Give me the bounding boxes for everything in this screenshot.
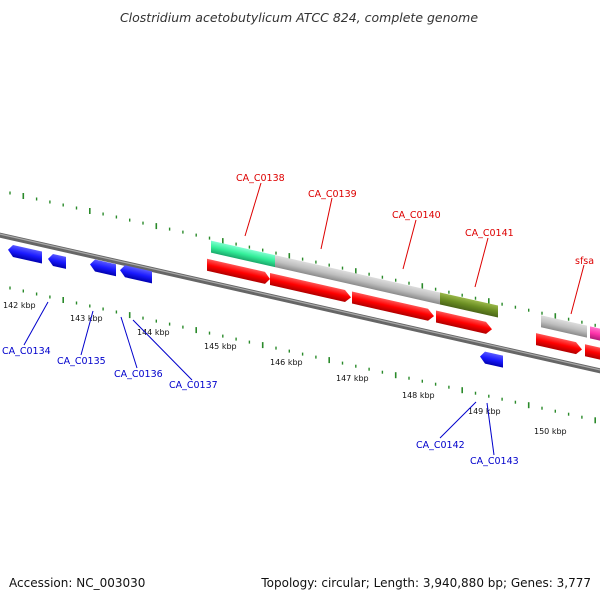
genome-backbone: [0, 232, 600, 374]
kbp-label-149: 149 kbp: [468, 407, 501, 416]
gene-pink-block[interactable]: [590, 326, 600, 342]
gene-arrow-red-4[interactable]: [436, 310, 492, 336]
gene-CA_C0140-block[interactable]: [357, 273, 440, 305]
map-title: Clostridium acetobutylicum ATCC 824, com…: [120, 10, 478, 25]
kbp-label-143: 143 kbp: [70, 314, 103, 323]
gene-label-CA_C0136[interactable]: CA_C0136: [114, 369, 163, 380]
upper-gene-labels: [244, 182, 585, 315]
gene-track-reverse: [8, 244, 503, 368]
gene-label-CA_C0135[interactable]: CA_C0135: [57, 356, 106, 367]
gene-CA_C0138-block[interactable]: [211, 240, 275, 268]
gene-arrow-blue-3[interactable]: [90, 258, 116, 277]
leader-line-CA_C0142: [439, 401, 477, 439]
gene-label-CA_C0137[interactable]: CA_C0137: [169, 380, 218, 391]
gene-arrow-blue-1[interactable]: [8, 244, 42, 264]
gene-CA_C0141-block[interactable]: [440, 292, 498, 318]
gene-arrow-blue-4[interactable]: [120, 264, 152, 284]
lower-gene-label-text: CA_C0134 CA_C0135 CA_C0136 CA_C0137 CA_C…: [2, 346, 519, 467]
kbp-label-150: 150 kbp: [534, 427, 567, 436]
lower-gene-labels: [23, 301, 495, 456]
gene-track-forward: [211, 240, 600, 342]
gene-arrow-red-5[interactable]: [536, 333, 582, 355]
gene-arrow-blue-2[interactable]: [48, 253, 66, 269]
gene-track-red: [207, 258, 600, 361]
gene-label-CA_C0138[interactable]: CA_C0138: [236, 173, 285, 184]
leader-line-CA_C0135: [80, 310, 94, 356]
upper-tick-row: [9, 191, 596, 327]
gene-arrow-red-2[interactable]: [270, 273, 351, 303]
lower-tick-row: [9, 286, 597, 424]
leader-line-sfsa: [570, 264, 585, 315]
gene-label-CA_C0134[interactable]: CA_C0134: [2, 346, 51, 357]
gene-arrow-blue-5[interactable]: [480, 350, 503, 368]
leader-line-CA_C0143: [486, 402, 495, 456]
leader-line-CA_C0141: [474, 237, 489, 288]
leader-line-CA_C0139: [320, 197, 333, 250]
leader-line-CA_C0137: [132, 319, 193, 381]
gene-CA_C0139-block[interactable]: [275, 255, 357, 286]
gene-arrow-red-1[interactable]: [207, 258, 270, 285]
kbp-label-142: 142 kbp: [3, 301, 36, 310]
gene-label-CA_C0142[interactable]: CA_C0142: [416, 440, 465, 451]
topology-text: Topology: circular; Length: 3,940,880 bp…: [260, 576, 591, 590]
kbp-label-148: 148 kbp: [402, 391, 435, 400]
gene-arrow-red-3[interactable]: [352, 291, 434, 323]
leader-line-CA_C0140: [402, 219, 417, 270]
gene-sfsa-block[interactable]: [541, 315, 587, 338]
gene-arrow-red-6[interactable]: [585, 344, 600, 361]
gene-label-CA_C0140[interactable]: CA_C0140: [392, 210, 441, 221]
kbp-label-144: 144 kbp: [137, 328, 170, 337]
leader-line-CA_C0136: [120, 316, 138, 369]
accession-text: Accession: NC_003030: [9, 576, 145, 590]
gene-label-CA_C0139[interactable]: CA_C0139: [308, 189, 357, 200]
kbp-scale: 142 kbp 143 kbp 144 kbp 145 kbp 146 kbp …: [3, 301, 567, 436]
leader-line-CA_C0138: [244, 182, 262, 237]
upper-gene-label-text: CA_C0138 CA_C0139 CA_C0140 CA_C0141 sfsa: [236, 173, 594, 267]
kbp-label-147: 147 kbp: [336, 374, 369, 383]
kbp-label-146: 146 kbp: [270, 358, 303, 367]
gene-label-CA_C0143[interactable]: CA_C0143: [470, 456, 519, 467]
leader-line-CA_C0134: [23, 301, 49, 346]
gene-label-sfsa[interactable]: sfsa: [575, 256, 594, 267]
kbp-label-145: 145 kbp: [204, 342, 237, 351]
gene-label-CA_C0141[interactable]: CA_C0141: [465, 228, 514, 239]
